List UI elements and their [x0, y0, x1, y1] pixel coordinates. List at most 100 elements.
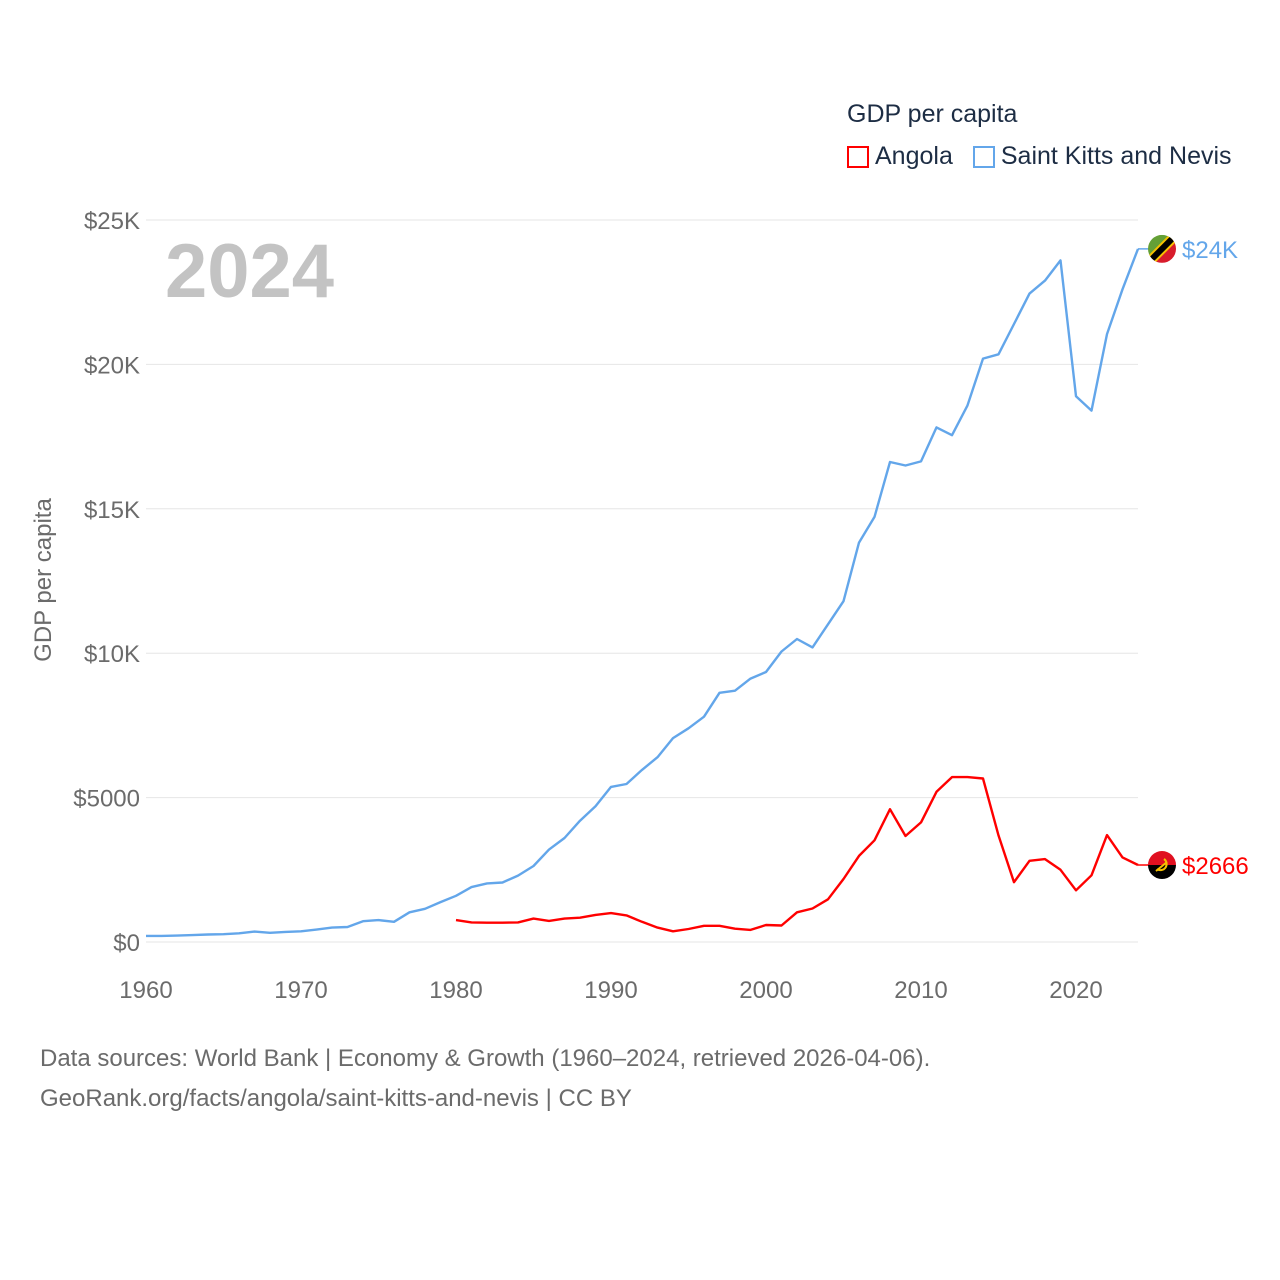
- legend-title: GDP per capita: [847, 100, 1018, 128]
- data-point-angola: [515, 919, 521, 925]
- data-point-saint-kitts-and-nevis: [391, 919, 397, 925]
- data-point-saint-kitts-and-nevis: [996, 351, 1002, 357]
- data-point-saint-kitts-and-nevis: [965, 402, 971, 408]
- data-point-angola: [531, 916, 537, 922]
- data-point-saint-kitts-and-nevis: [143, 933, 149, 939]
- data-point-angola: [903, 833, 909, 839]
- x-tick-label: 2000: [739, 977, 792, 1004]
- data-point-angola: [825, 896, 831, 902]
- data-point-angola: [763, 922, 769, 928]
- data-point-saint-kitts-and-nevis: [1120, 286, 1126, 292]
- data-point-saint-kitts-and-nevis: [236, 930, 242, 936]
- data-point-saint-kitts-and-nevis: [934, 424, 940, 430]
- data-point-angola: [841, 876, 847, 882]
- data-point-angola: [887, 806, 893, 812]
- data-point-saint-kitts-and-nevis: [1027, 291, 1033, 297]
- data-point-angola: [717, 923, 723, 929]
- end-value-label: $2666: [1182, 853, 1249, 880]
- data-point-saint-kitts-and-nevis: [484, 880, 490, 886]
- series-line-angola: [455, 775, 1139, 933]
- data-point-saint-kitts-and-nevis: [500, 880, 506, 886]
- data-point-saint-kitts-and-nevis: [624, 781, 630, 787]
- data-point-angola: [779, 923, 785, 929]
- data-point-angola: [655, 925, 661, 931]
- x-tick-label: 1960: [119, 977, 172, 1004]
- data-point-saint-kitts-and-nevis: [252, 929, 258, 935]
- data-point-saint-kitts-and-nevis: [329, 925, 335, 931]
- data-point-saint-kitts-and-nevis: [298, 928, 304, 934]
- data-point-saint-kitts-and-nevis: [1042, 278, 1048, 284]
- data-point-angola: [670, 928, 676, 934]
- data-point-saint-kitts-and-nevis: [779, 648, 785, 654]
- data-point-saint-kitts-and-nevis: [469, 884, 475, 890]
- data-point-saint-kitts-and-nevis: [314, 927, 320, 933]
- data-point-saint-kitts-and-nevis: [283, 929, 289, 935]
- data-point-saint-kitts-and-nevis: [825, 621, 831, 627]
- data-point-saint-kitts-and-nevis: [949, 432, 955, 438]
- data-point-angola: [624, 912, 630, 918]
- data-point-saint-kitts-and-nevis: [980, 356, 986, 362]
- data-point-saint-kitts-and-nevis: [1073, 393, 1079, 399]
- data-point-saint-kitts-and-nevis: [732, 688, 738, 694]
- data-point-saint-kitts-and-nevis: [903, 462, 909, 468]
- data-point-angola: [593, 912, 599, 918]
- data-point-angola: [1042, 856, 1048, 862]
- data-point-saint-kitts-and-nevis: [531, 863, 537, 869]
- legend-item-angola[interactable]: Angola: [847, 142, 953, 171]
- data-point-saint-kitts-and-nevis: [546, 847, 552, 853]
- data-point-angola: [810, 905, 816, 911]
- saint-kitts-and-nevis-flag-icon: [1148, 234, 1176, 263]
- data-point-angola: [996, 832, 1002, 838]
- y-tick-label: $0: [113, 930, 140, 957]
- data-point-saint-kitts-and-nevis: [887, 459, 893, 465]
- data-point-saint-kitts-and-nevis: [453, 893, 459, 899]
- data-point-saint-kitts-and-nevis: [515, 873, 521, 879]
- data-point-angola: [918, 819, 924, 825]
- data-point-saint-kitts-and-nevis: [267, 930, 273, 936]
- data-point-saint-kitts-and-nevis: [422, 906, 428, 912]
- data-point-angola: [453, 917, 459, 923]
- data-point-saint-kitts-and-nevis: [562, 835, 568, 841]
- data-point-saint-kitts-and-nevis: [794, 636, 800, 642]
- data-point-saint-kitts-and-nevis: [360, 918, 366, 924]
- data-point-saint-kitts-and-nevis: [376, 917, 382, 923]
- legend-item-saint-kitts-and-nevis[interactable]: Saint Kitts and Nevis: [972, 142, 1232, 171]
- x-tick-label: 2010: [894, 977, 947, 1004]
- angola-flag-icon: [1148, 851, 1176, 880]
- data-point-angola: [748, 927, 754, 933]
- data-point-angola: [686, 926, 692, 932]
- data-point-angola: [577, 915, 583, 921]
- end-value-label: $24K: [1182, 237, 1238, 264]
- data-point-saint-kitts-and-nevis: [810, 644, 816, 650]
- data-point-saint-kitts-and-nevis: [763, 669, 769, 675]
- y-tick-label: $5000: [73, 786, 140, 813]
- year-label: 2024: [165, 229, 335, 314]
- y-tick-label: $15K: [84, 497, 140, 524]
- data-point-saint-kitts-and-nevis: [701, 714, 707, 720]
- y-tick-label: $20K: [84, 352, 140, 379]
- data-point-angola: [546, 918, 552, 924]
- data-point-angola: [1011, 879, 1017, 885]
- data-point-saint-kitts-and-nevis: [190, 932, 196, 938]
- data-point-angola: [1120, 854, 1126, 860]
- legend-label: Saint Kitts and Nevis: [1000, 142, 1232, 170]
- data-point-saint-kitts-and-nevis: [593, 803, 599, 809]
- data-point-angola: [980, 776, 986, 782]
- data-point-angola: [856, 853, 862, 859]
- footer-link[interactable]: GeoRank.org/facts/angola/saint-kitts-and…: [40, 1085, 632, 1112]
- data-point-angola: [562, 916, 568, 922]
- x-tick-label: 1990: [584, 977, 637, 1004]
- data-point-angola: [500, 920, 506, 926]
- y-tick-label: $25K: [84, 208, 140, 235]
- data-point-saint-kitts-and-nevis: [670, 735, 676, 741]
- data-point-angola: [1058, 867, 1064, 873]
- data-point-angola: [639, 919, 645, 925]
- data-point-saint-kitts-and-nevis: [205, 931, 211, 937]
- data-point-saint-kitts-and-nevis: [438, 899, 444, 905]
- y-tick-label: $10K: [84, 641, 140, 668]
- data-point-saint-kitts-and-nevis: [174, 933, 180, 939]
- data-point-angola: [469, 919, 475, 925]
- legend-swatch-angola: [847, 145, 869, 168]
- x-tick-label: 2020: [1049, 977, 1102, 1004]
- data-point-angola: [1089, 872, 1095, 878]
